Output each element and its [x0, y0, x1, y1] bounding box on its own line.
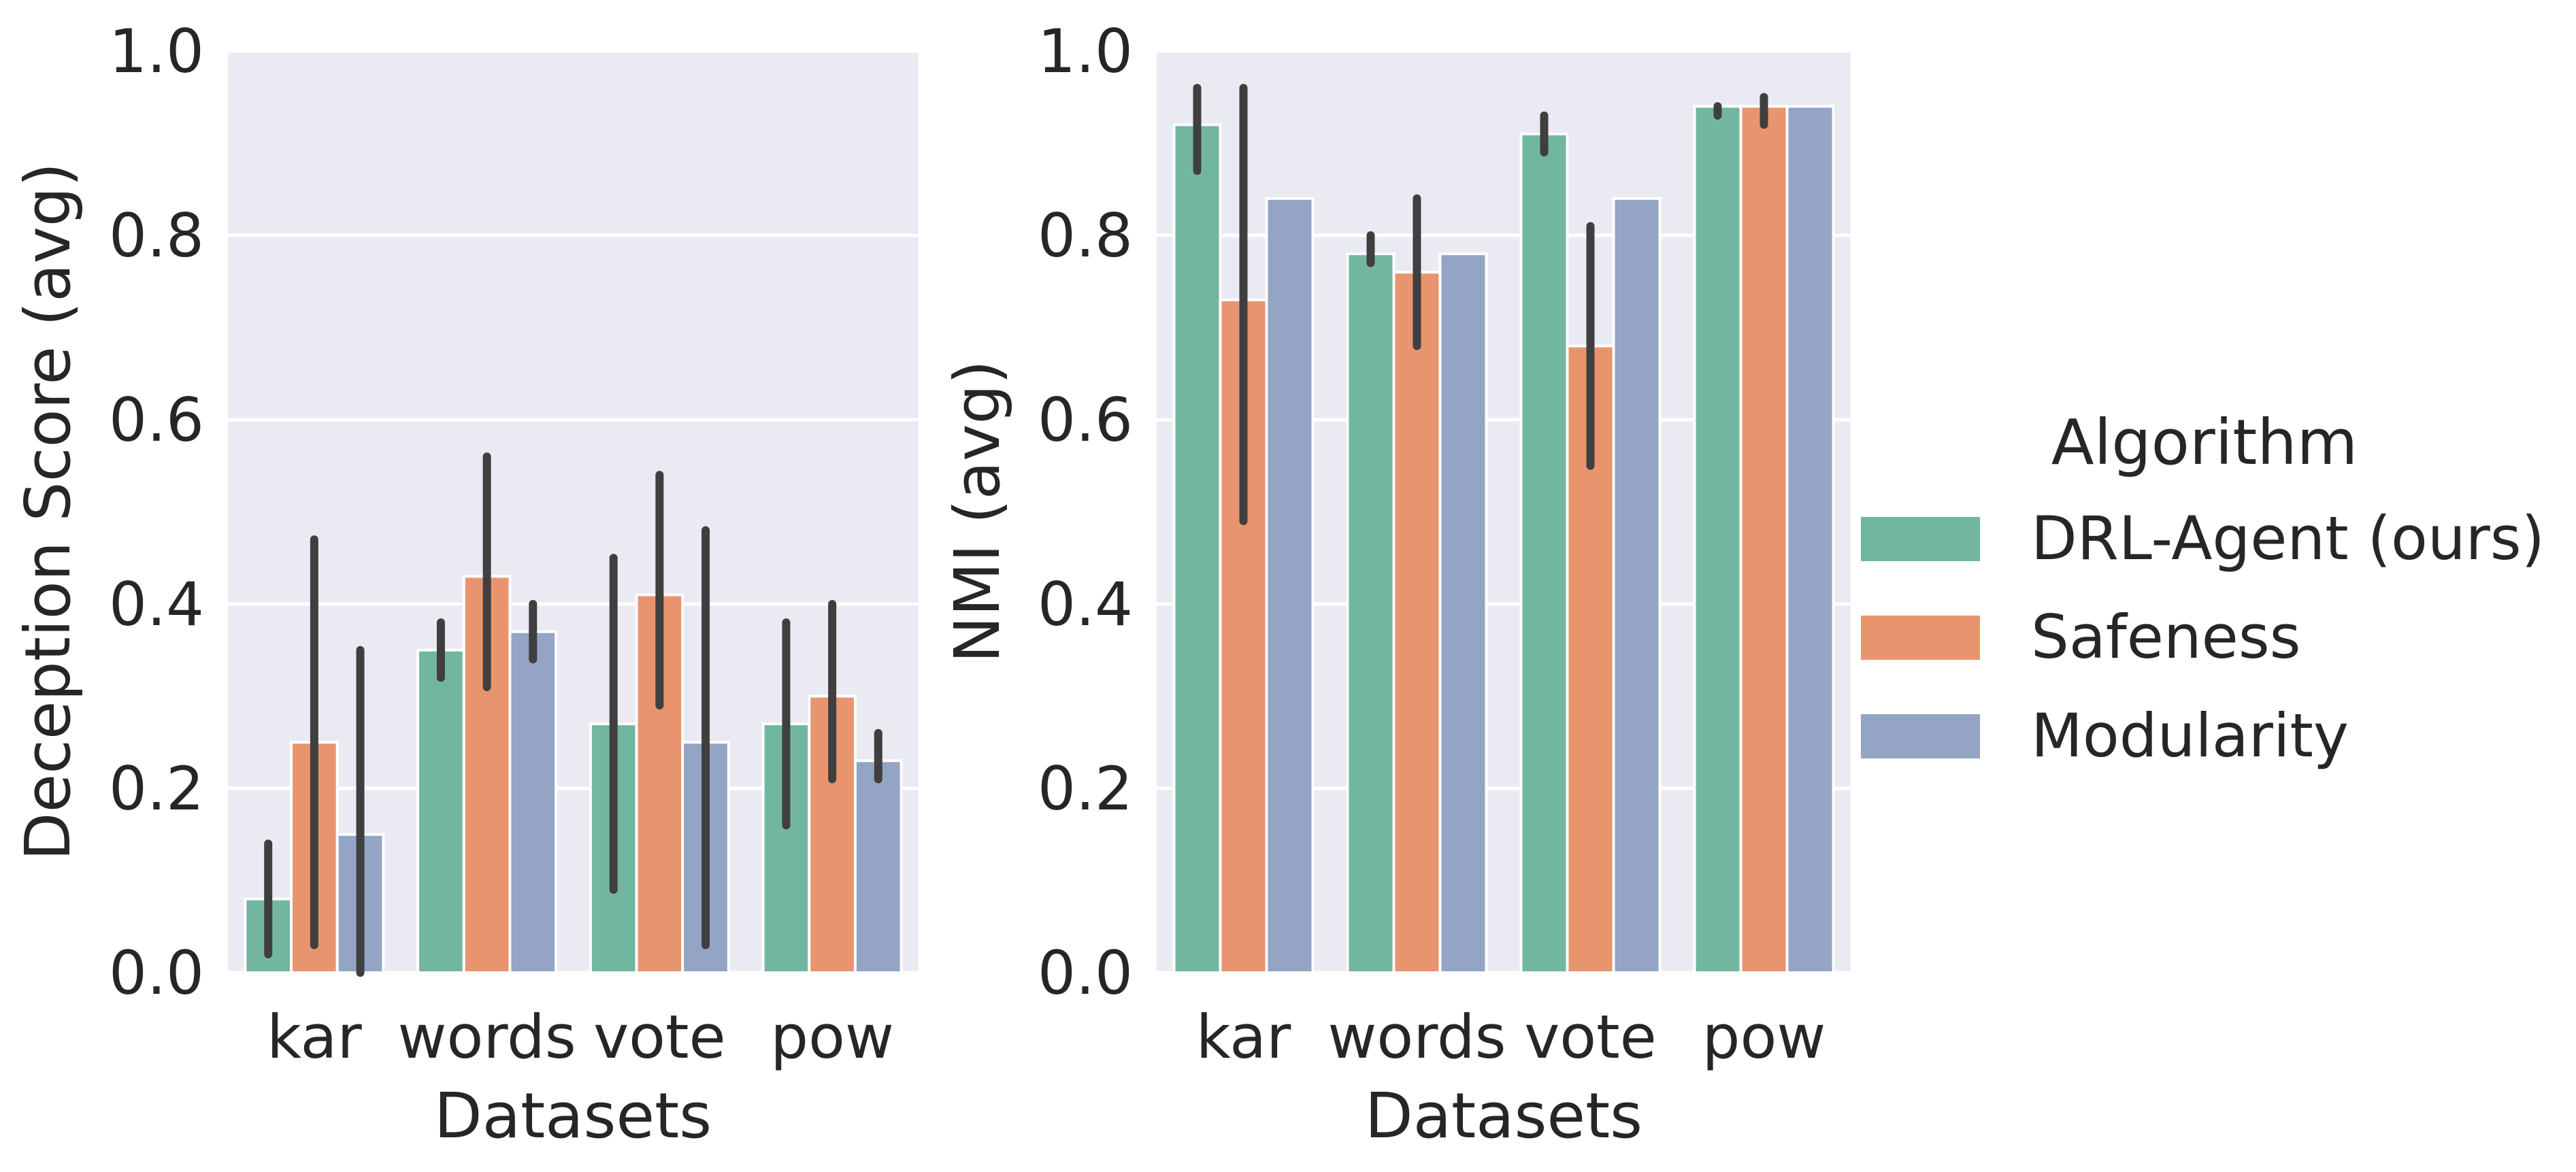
y-tick-labels: 0.0 0.2 0.4 0.6 0.8 1.0: [109, 16, 204, 1008]
y-tick-label: 0.8: [109, 201, 204, 271]
x-axis-label: Datasets: [1365, 1079, 1642, 1152]
x-tick-labels: kar words vote pow: [267, 1002, 894, 1072]
bar: [1693, 105, 1743, 974]
y-tick-label: 0.6: [1038, 385, 1133, 455]
bar: [416, 648, 465, 974]
legend-title: Algorithm: [2051, 406, 2358, 479]
x-tick-labels: kar words vote pow: [1196, 1002, 1826, 1072]
bar: [1172, 123, 1222, 974]
legend-swatch: [1861, 616, 1980, 660]
nmi-chart: 0.0 0.2 0.4 0.6 0.8 1.0 kar words vote pow Datas…: [941, 16, 1851, 1152]
bar: [853, 759, 903, 974]
bar: [1265, 197, 1315, 974]
x-tick-label: words: [1327, 1002, 1506, 1072]
legend-item: DRL-Agent (ours): [1861, 503, 2545, 573]
bar: [1612, 197, 1662, 974]
y-tick-label: 0.4: [109, 569, 204, 639]
bar: [1519, 132, 1569, 975]
legend-label: DRL-Agent (ours): [2031, 503, 2545, 573]
x-tick-label: vote: [1524, 1002, 1657, 1072]
bar: [1785, 105, 1835, 974]
bar: [1392, 271, 1442, 975]
legend-item: Safeness: [1861, 602, 2301, 672]
bar: [1438, 252, 1488, 975]
y-tick-label: 0.2: [109, 754, 204, 824]
y-tick-labels: 0.0 0.2 0.4 0.6 0.8 1.0: [1038, 16, 1133, 1008]
y-axis-label: Deception Score (avg): [12, 163, 84, 860]
x-tick-label: pow: [1702, 1002, 1826, 1072]
bar: [1739, 105, 1789, 974]
x-tick-label: vote: [593, 1002, 726, 1072]
x-tick-label: kar: [267, 1002, 362, 1072]
y-tick-label: 0.0: [109, 938, 204, 1008]
x-tick-label: pow: [770, 1002, 894, 1072]
legend-label: Safeness: [2031, 602, 2301, 672]
y-axis-label: NMI (avg): [941, 360, 1014, 663]
y-tick-label: 1.0: [1038, 16, 1133, 86]
y-tick-label: 0.8: [1038, 201, 1133, 271]
x-axis-label: Datasets: [434, 1079, 712, 1152]
error-bars: [264, 452, 882, 977]
x-tick-label: kar: [1196, 1002, 1291, 1072]
y-tick-label: 0.2: [1038, 754, 1133, 824]
legend-label: Modularity: [2031, 701, 2349, 771]
x-tick-label: words: [398, 1002, 576, 1072]
legend-swatch: [1861, 517, 1980, 561]
y-tick-label: 0.4: [1038, 569, 1133, 639]
y-tick-label: 0.0: [1038, 938, 1133, 1008]
deception-score-chart: 0.0 0.2 0.4 0.6 0.8 1.0 kar words vote pow Datas…: [12, 16, 919, 1152]
bar: [508, 630, 558, 975]
legend-swatch: [1861, 714, 1980, 758]
legend: Algorithm DRL-Agent (ours) Safeness Modu…: [1861, 406, 2545, 771]
bar: [1346, 252, 1396, 975]
legend-item: Modularity: [1861, 701, 2349, 771]
y-tick-label: 0.6: [109, 385, 204, 455]
y-tick-label: 1.0: [109, 16, 204, 86]
error-bars: [1193, 84, 1768, 526]
